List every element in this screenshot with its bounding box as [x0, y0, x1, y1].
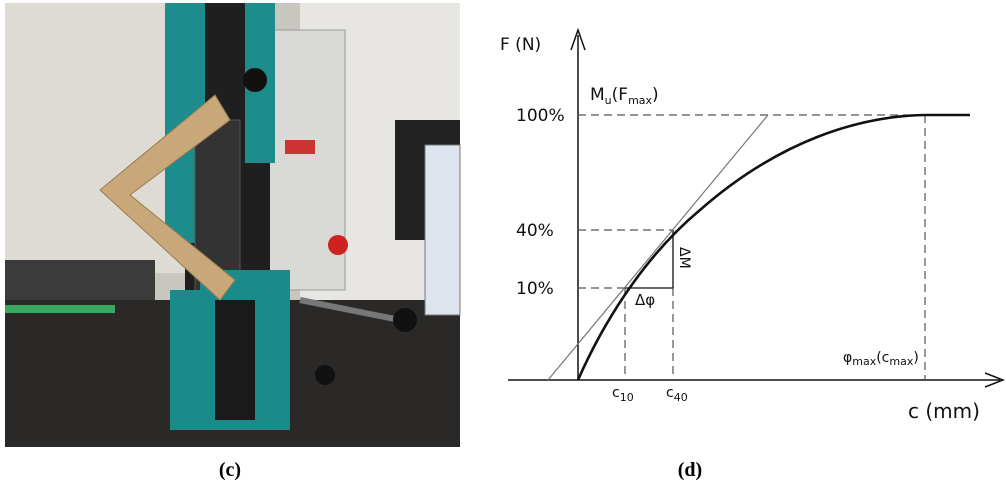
t: 40 — [674, 391, 688, 404]
t: c — [612, 385, 620, 401]
phi-max-label: φmax(cmax) — [843, 350, 919, 368]
curve — [576, 113, 970, 381]
level-label: 10% — [516, 279, 554, 299]
max-moment-label: Mu(Fmax) — [590, 85, 659, 107]
t: φ — [843, 350, 852, 366]
c10-label: c10 — [612, 385, 634, 404]
t: ) — [652, 85, 659, 105]
t: max — [889, 355, 913, 368]
t: M — [590, 85, 605, 105]
diagram — [508, 27, 1006, 388]
x-arrow — [984, 372, 1006, 388]
delta-phi: Δφ — [635, 291, 655, 309]
y-arrow — [570, 27, 586, 51]
t: 10 — [620, 391, 634, 404]
caption: (d) — [678, 459, 702, 481]
t: (c — [876, 350, 889, 366]
x-axis-label: c (mm) — [908, 399, 980, 423]
t: u — [605, 94, 612, 107]
c40-label: c40 — [666, 385, 688, 404]
photo — [5, 3, 461, 447]
caption: (c) — [219, 459, 241, 481]
level-label: 40% — [516, 221, 554, 241]
t: (F — [612, 85, 628, 105]
delta-m: ΔM — [676, 247, 692, 269]
t: ) — [913, 350, 918, 366]
t: max — [852, 355, 876, 368]
t: c — [666, 385, 674, 401]
t: max — [628, 94, 652, 107]
tangent — [547, 114, 769, 381]
y-axis-label: F (N) — [500, 35, 541, 55]
level-label: 100% — [516, 106, 565, 126]
